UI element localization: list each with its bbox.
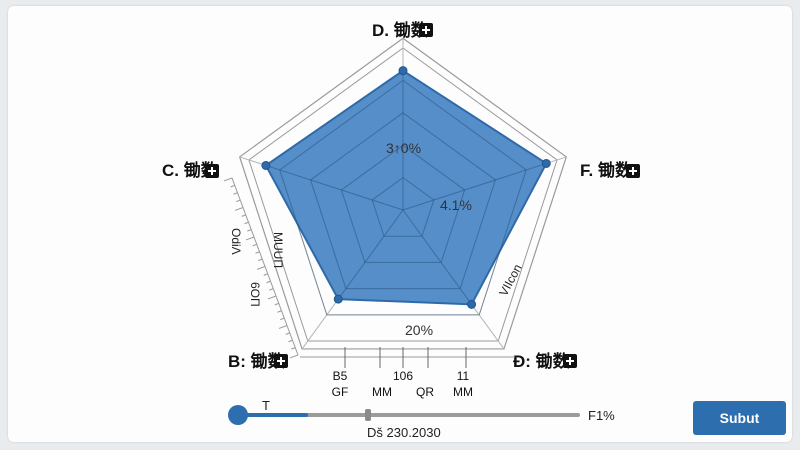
- radar-point: [398, 66, 408, 76]
- radar-point: [467, 299, 477, 309]
- ruler-tick: [255, 251, 260, 254]
- slider-left-label: T: [262, 398, 270, 413]
- ruler-tick: [245, 236, 255, 241]
- grid-spoke-overlay: [402, 209, 472, 305]
- grid-ring-overlay: [309, 112, 497, 290]
- axis-label-b: B: 锄数: [228, 351, 286, 371]
- slider-handle[interactable]: [228, 405, 248, 425]
- ruler-tick: [256, 266, 266, 270]
- bottom-tick-label: GF: [332, 385, 349, 399]
- ruler-tick: [247, 229, 252, 232]
- ruler-tick: [269, 288, 274, 291]
- left-ruler: [223, 177, 299, 359]
- slider-value-text: Dš 230.2030: [367, 425, 441, 440]
- ruler-tick: [288, 339, 293, 343]
- side-label-2: MUUΠ: [271, 232, 285, 268]
- bottom-tick-label: MM: [453, 385, 473, 399]
- radar-area: [264, 69, 548, 306]
- ruler-tick: [233, 192, 238, 195]
- radar-point: [333, 294, 343, 304]
- ruler-tick: [280, 317, 285, 321]
- slider-marker[interactable]: [365, 409, 371, 421]
- axis-label-top: D. 锄数: [372, 20, 433, 40]
- grid-spoke-overlay: [402, 162, 547, 211]
- ruler-tick: [277, 310, 282, 313]
- axis-label-bottom-left: B: 锄数: [228, 351, 288, 371]
- grid-ring-overlay: [371, 176, 435, 237]
- axis-label-left: C. 锄数: [162, 160, 219, 180]
- inner-label-top: 3↑0%: [386, 140, 421, 156]
- ruler-tick: [274, 302, 279, 306]
- ruler-tick: [263, 273, 268, 276]
- side-label-4: VIIcon: [496, 262, 524, 299]
- ruler-tick: [258, 258, 263, 262]
- bottom-tick-label: 106: [393, 369, 413, 383]
- ruler-tick: [234, 207, 244, 211]
- radar-points: [261, 66, 551, 309]
- submit-button[interactable]: Subut: [693, 401, 786, 435]
- axis-label-c: C. 锄数: [162, 160, 219, 180]
- ruler-tick: [236, 199, 241, 203]
- ruler-tick: [291, 347, 296, 350]
- ruler-tick: [285, 332, 290, 335]
- ruler-tick: [266, 280, 271, 284]
- inner-label-bottom: 20%: [405, 322, 433, 338]
- radar-point: [541, 158, 551, 168]
- bottom-tick-label: QR: [416, 385, 434, 399]
- grid-ring-overlay: [279, 79, 527, 316]
- bottom-tick-label: B5: [333, 369, 348, 383]
- ruler-tick: [223, 177, 233, 182]
- ruler-tick: [278, 325, 288, 329]
- ruler-tick: [289, 354, 299, 359]
- ruler-tick: [241, 214, 246, 217]
- slider-right-label: F1%: [588, 408, 615, 423]
- ruler-tick: [244, 221, 249, 225]
- grid-spoke-overlay: [337, 209, 404, 300]
- axis-label-bottom-right: Đ: 锄数: [513, 351, 577, 371]
- radar-point: [261, 160, 271, 170]
- side-label-1: OdiΛ: [229, 228, 243, 255]
- grid-outer-ring: [248, 47, 558, 342]
- grid-spoke-overlay: [265, 164, 404, 211]
- inner-label-mid: 4.1%: [440, 197, 472, 213]
- axis-label-d-top: D. 锄数: [372, 20, 429, 40]
- bottom-tick-label: MM: [372, 385, 392, 399]
- slider[interactable]: T F1% Dš 230.2030: [228, 398, 615, 440]
- radar-area-layer: [264, 69, 548, 316]
- axis-label-d-bottom: Đ: 锄数: [513, 351, 571, 371]
- axis-label-f: F. 锄数: [580, 160, 633, 180]
- axis-label-right: F. 锄数: [580, 160, 640, 180]
- ruler-tick: [252, 243, 257, 247]
- ruler-tick: [230, 184, 235, 188]
- grid-ring-overlay: [340, 144, 466, 263]
- ruler-tick: [267, 295, 277, 300]
- bottom-tick-label: 11: [457, 369, 470, 383]
- side-label-3: 6ΟΠ: [248, 282, 262, 307]
